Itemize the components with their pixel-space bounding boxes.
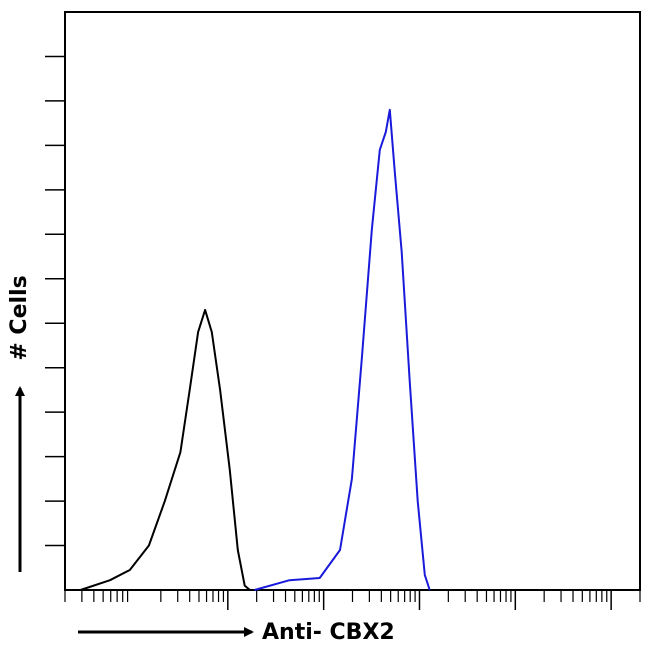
plot-frame: [64, 11, 641, 591]
x-axis-label: Anti- CBX2: [262, 620, 395, 645]
histogram-line: [254, 108, 431, 591]
histogram-line: [80, 308, 251, 591]
y-axis-label: # Cells: [7, 275, 32, 360]
